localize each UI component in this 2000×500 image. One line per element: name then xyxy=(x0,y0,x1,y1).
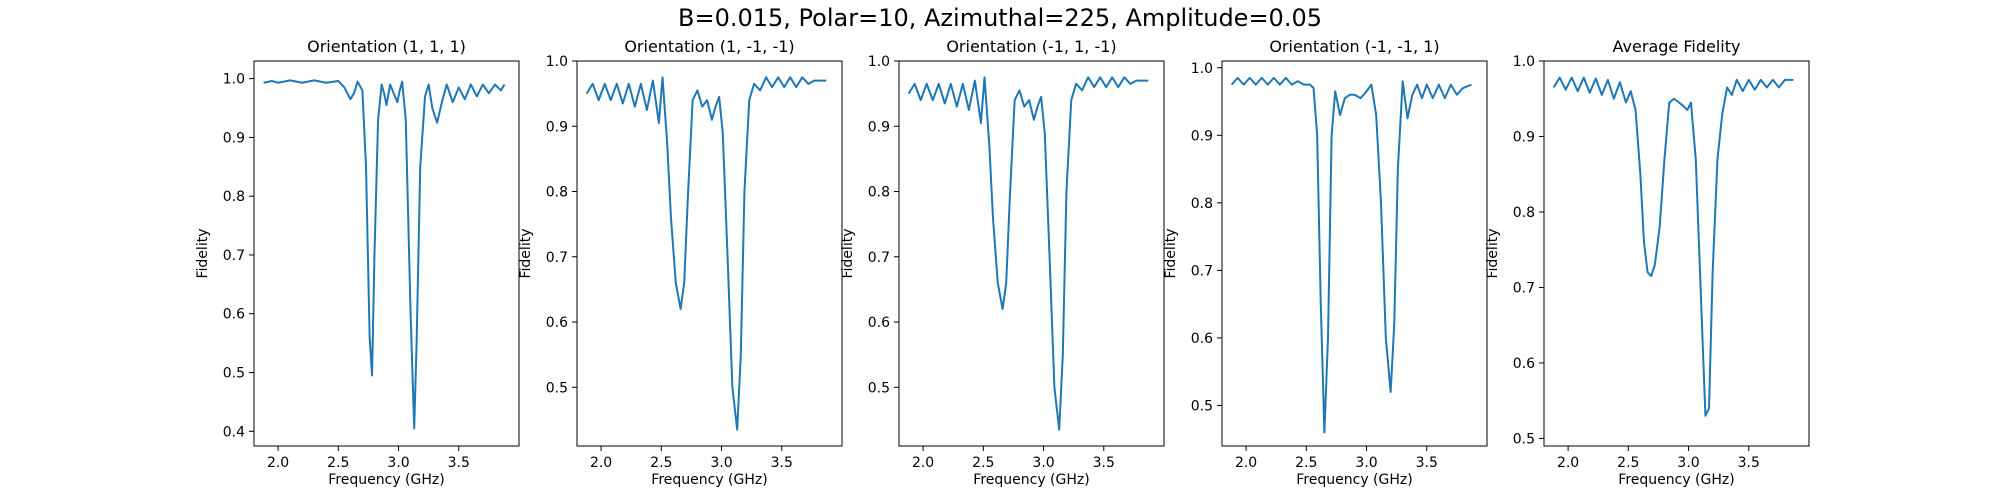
panel-5-x-tick-label: 3.5 xyxy=(1738,455,1760,471)
panel-1-y-tick-label: 0.7 xyxy=(223,248,245,264)
panel-1-y-axis-label: Fidelity xyxy=(195,229,211,279)
panel-1-axes-frame xyxy=(253,60,520,447)
panel-2-series-line xyxy=(585,76,827,431)
panel-4-x-tick-label: 2.0 xyxy=(1235,455,1257,471)
panel-4-x-tick-label: 3.5 xyxy=(1416,455,1438,471)
panel-1-y-tick-label: 0.4 xyxy=(223,424,245,440)
panel-2-x-tick-label: 2.5 xyxy=(650,455,672,471)
panel-1-x-tick-label: 2.0 xyxy=(267,455,289,471)
panel-4-title: Orientation (-1, -1, 1) xyxy=(1269,37,1439,56)
panel-1-y-tick-label: 0.5 xyxy=(223,366,245,382)
panel-3-y-tick-label: 1.0 xyxy=(868,54,890,70)
panel-1-y-tick-label: 0.6 xyxy=(223,307,245,323)
panel-5-x-tick-label: 2.0 xyxy=(1557,455,1579,471)
panel-4-y-tick-label: 0.9 xyxy=(1191,128,1213,144)
panel-4-x-tick-label: 2.5 xyxy=(1295,455,1317,471)
panel-2-y-tick-label: 0.5 xyxy=(546,380,568,396)
panel-4-x-tick-label: 3.0 xyxy=(1355,455,1377,471)
panel-1-series-line xyxy=(263,79,506,430)
panel-3-x-axis-label: Frequency (GHz) xyxy=(973,472,1089,488)
panel-1-y-tick-label: 0.8 xyxy=(223,189,245,205)
panel-2-y-axis-label: Fidelity xyxy=(518,229,534,279)
panel-3-title: Orientation (-1, 1, -1) xyxy=(946,37,1116,56)
panel-3-y-tick-label: 0.9 xyxy=(868,119,890,135)
panel-5-x-tick-label: 2.5 xyxy=(1617,455,1639,471)
figure-title: B=0.015, Polar=10, Azimuthal=225, Amplit… xyxy=(678,4,1322,32)
panel-5-y-tick-label: 0.9 xyxy=(1513,129,1535,145)
panel-2-title: Orientation (1, -1, -1) xyxy=(624,37,794,56)
panel-2-x-tick-label: 2.0 xyxy=(590,455,612,471)
panel-1-y-tick-label: 0.9 xyxy=(223,130,245,146)
panel-5-series-line xyxy=(1552,76,1794,417)
panel-3-y-axis-label: Fidelity xyxy=(840,229,856,279)
panel-3-series-line xyxy=(907,76,1149,431)
panel-2-y-tick-label: 0.8 xyxy=(546,185,568,201)
panel-4-y-tick-label: 1.0 xyxy=(1191,61,1213,77)
panel-4-y-tick-label: 0.7 xyxy=(1191,263,1213,279)
panel-1-title: Orientation (1, 1, 1) xyxy=(307,37,466,56)
panel-1-x-tick-label: 3.5 xyxy=(448,455,470,471)
panel-4-series-line xyxy=(1230,76,1472,434)
panel-5-y-tick-label: 0.7 xyxy=(1513,280,1535,296)
panel-5-title: Average Fidelity xyxy=(1613,37,1741,56)
panel-2-axes-frame xyxy=(576,60,843,447)
panel-4-y-tick-label: 0.6 xyxy=(1191,331,1213,347)
panel-2-x-tick-label: 3.0 xyxy=(710,455,732,471)
panel-5-y-tick-label: 1.0 xyxy=(1513,54,1535,70)
panel-2-x-tick-label: 3.5 xyxy=(771,455,793,471)
panel-4-x-axis-label: Frequency (GHz) xyxy=(1296,472,1412,488)
panel-3-y-tick-label: 0.7 xyxy=(868,250,890,266)
panel-5-x-axis-label: Frequency (GHz) xyxy=(1618,472,1734,488)
panel-3-y-tick-label: 0.6 xyxy=(868,315,890,331)
panel-2-y-tick-label: 1.0 xyxy=(546,54,568,70)
panel-4-axes-frame xyxy=(1221,60,1488,447)
panel-1-x-axis-label: Frequency (GHz) xyxy=(328,472,444,488)
panel-3-x-tick-label: 2.0 xyxy=(912,455,934,471)
panel-3-x-tick-label: 3.0 xyxy=(1032,455,1054,471)
panel-2-y-tick-label: 0.9 xyxy=(546,119,568,135)
panel-2-x-axis-label: Frequency (GHz) xyxy=(651,472,767,488)
panel-3-x-tick-label: 2.5 xyxy=(972,455,994,471)
panel-1-y-tick-label: 1.0 xyxy=(223,72,245,88)
panel-2-y-tick-label: 0.6 xyxy=(546,315,568,331)
panel-5-y-axis-label: Fidelity xyxy=(1485,229,1501,279)
panel-5-axes-frame xyxy=(1543,60,1810,447)
panel-3-y-tick-label: 0.5 xyxy=(868,380,890,396)
panel-4-y-tick-label: 0.8 xyxy=(1191,196,1213,212)
panel-3-axes-frame xyxy=(898,60,1165,447)
panel-5-y-tick-label: 0.8 xyxy=(1513,205,1535,221)
panel-2-y-tick-label: 0.7 xyxy=(546,250,568,266)
panel-3-x-tick-label: 3.5 xyxy=(1093,455,1115,471)
panel-5-y-tick-label: 0.6 xyxy=(1513,356,1535,372)
panel-1-x-tick-label: 3.0 xyxy=(387,455,409,471)
panel-5-x-tick-label: 3.0 xyxy=(1677,455,1699,471)
panel-4-y-tick-label: 0.5 xyxy=(1191,398,1213,414)
panel-5-y-tick-label: 0.5 xyxy=(1513,431,1535,447)
panel-3-y-tick-label: 0.8 xyxy=(868,185,890,201)
panel-4-y-axis-label: Fidelity xyxy=(1163,229,1179,279)
panel-1-x-tick-label: 2.5 xyxy=(327,455,349,471)
